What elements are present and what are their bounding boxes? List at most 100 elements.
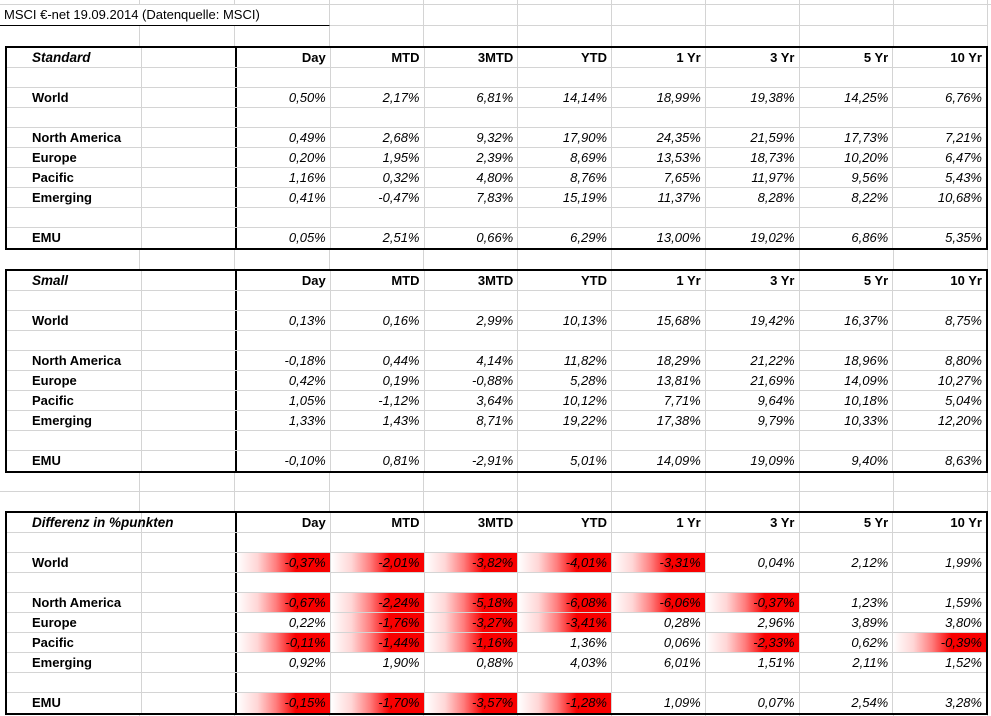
- cell-emerging-mtd[interactable]: -0,47%: [329, 188, 424, 207]
- cell-north-america-5-yr[interactable]: 18,96%: [798, 351, 893, 370]
- cell-emu-3mtd[interactable]: 0,66%: [423, 228, 518, 248]
- cell-emu-3-yr[interactable]: 19,02%: [704, 228, 799, 248]
- cell-emu-mtd[interactable]: -1,70%: [329, 693, 424, 713]
- column-header-day[interactable]: Day: [301, 50, 326, 65]
- cell-pacific-1-yr[interactable]: 0,06%: [611, 633, 705, 652]
- cell-north-america-10-yr[interactable]: 7,21%: [892, 128, 986, 147]
- cell-emerging-mtd[interactable]: 1,43%: [329, 411, 424, 430]
- row-label-north-america[interactable]: North America: [7, 593, 142, 612]
- cell-emerging-day[interactable]: 0,41%: [288, 190, 326, 205]
- cell-emerging-3-yr[interactable]: 9,79%: [704, 411, 799, 430]
- row-label-pacific[interactable]: Pacific: [7, 633, 142, 652]
- cell-emu-ytd[interactable]: 5,01%: [517, 451, 611, 471]
- cell-pacific-1-yr[interactable]: 7,71%: [611, 391, 705, 410]
- row-label-emerging[interactable]: Emerging: [7, 411, 142, 430]
- row-label-emu[interactable]: EMU: [7, 228, 142, 248]
- cell-world-day[interactable]: 0,50%: [288, 90, 326, 105]
- sheet-title[interactable]: MSCI €-net 19.09.2014 (Datenquelle: MSCI…: [0, 5, 330, 26]
- cell-pacific-mtd[interactable]: -1,12%: [329, 391, 424, 410]
- row-label-north-america[interactable]: North America: [7, 351, 142, 370]
- cell-world-day[interactable]: 0,13%: [288, 313, 326, 328]
- cell-europe-5-yr[interactable]: 14,09%: [798, 371, 893, 390]
- cell-emerging-1-yr[interactable]: 11,37%: [611, 188, 705, 207]
- cell-world-3-yr[interactable]: 19,42%: [704, 311, 799, 330]
- section-title-standard[interactable]: Standard: [7, 48, 142, 67]
- row-label-emerging[interactable]: Emerging: [7, 188, 142, 207]
- cell-north-america-ytd[interactable]: 17,90%: [517, 128, 611, 147]
- cell-emerging-ytd[interactable]: 15,19%: [517, 188, 611, 207]
- cell-north-america-ytd[interactable]: -6,08%: [517, 593, 611, 612]
- cell-europe-3mtd[interactable]: -3,27%: [423, 613, 518, 632]
- cell-emerging-3mtd[interactable]: 7,83%: [423, 188, 518, 207]
- cell-world-5-yr[interactable]: 16,37%: [798, 311, 893, 330]
- cell-emu-10-yr[interactable]: 8,63%: [892, 451, 986, 471]
- cell-emu-ytd[interactable]: -1,28%: [517, 693, 611, 713]
- row-label-emu[interactable]: EMU: [7, 693, 142, 713]
- row-label-emu[interactable]: EMU: [7, 451, 142, 471]
- cell-world-10-yr[interactable]: 6,76%: [892, 88, 986, 107]
- column-header-3-yr[interactable]: 3 Yr: [704, 271, 799, 290]
- row-label-world[interactable]: World: [7, 88, 142, 107]
- column-header-3mtd[interactable]: 3MTD: [423, 48, 518, 67]
- cell-europe-3-yr[interactable]: 18,73%: [704, 148, 799, 167]
- cell-emerging-day[interactable]: 0,92%: [288, 655, 326, 670]
- cell-world-3-yr[interactable]: 19,38%: [704, 88, 799, 107]
- cell-europe-mtd[interactable]: -1,76%: [329, 613, 424, 632]
- cell-world-day[interactable]: -0,37%: [237, 553, 330, 572]
- column-header-3mtd[interactable]: 3MTD: [423, 271, 518, 290]
- section-title-differenz-in-punkten[interactable]: Differenz in %punkten: [7, 513, 174, 532]
- cell-europe-3-yr[interactable]: 2,96%: [704, 613, 799, 632]
- cell-europe-day[interactable]: 0,20%: [288, 150, 326, 165]
- cell-north-america-5-yr[interactable]: 17,73%: [798, 128, 893, 147]
- cell-world-3mtd[interactable]: -3,82%: [423, 553, 518, 572]
- column-header-ytd[interactable]: YTD: [517, 513, 611, 532]
- cell-world-5-yr[interactable]: 2,12%: [798, 553, 893, 572]
- cell-world-1-yr[interactable]: -3,31%: [611, 553, 705, 572]
- cell-europe-1-yr[interactable]: 13,81%: [611, 371, 705, 390]
- cell-north-america-day[interactable]: -0,18%: [284, 353, 326, 368]
- cell-emu-1-yr[interactable]: 1,09%: [611, 693, 705, 713]
- cell-pacific-ytd[interactable]: 8,76%: [517, 168, 611, 187]
- cell-emu-3-yr[interactable]: 0,07%: [704, 693, 799, 713]
- cell-north-america-3mtd[interactable]: -5,18%: [423, 593, 518, 612]
- cell-emu-5-yr[interactable]: 9,40%: [798, 451, 893, 471]
- column-header-3-yr[interactable]: 3 Yr: [704, 513, 799, 532]
- cell-emu-1-yr[interactable]: 13,00%: [611, 228, 705, 248]
- cell-emu-day[interactable]: 0,05%: [288, 230, 326, 245]
- row-label-pacific[interactable]: Pacific: [7, 391, 142, 410]
- cell-north-america-1-yr[interactable]: 18,29%: [611, 351, 705, 370]
- cell-emerging-mtd[interactable]: 1,90%: [329, 653, 424, 672]
- cell-emu-mtd[interactable]: 2,51%: [329, 228, 424, 248]
- cell-europe-day[interactable]: 0,42%: [288, 373, 326, 388]
- cell-north-america-3mtd[interactable]: 4,14%: [423, 351, 518, 370]
- cell-pacific-5-yr[interactable]: 9,56%: [798, 168, 893, 187]
- cell-world-10-yr[interactable]: 1,99%: [892, 553, 986, 572]
- cell-world-1-yr[interactable]: 18,99%: [611, 88, 705, 107]
- cell-emu-day[interactable]: -0,15%: [237, 693, 330, 713]
- cell-emerging-3-yr[interactable]: 1,51%: [704, 653, 799, 672]
- cell-emu-ytd[interactable]: 6,29%: [517, 228, 611, 248]
- cell-europe-5-yr[interactable]: 3,89%: [798, 613, 893, 632]
- column-header-day[interactable]: Day: [301, 515, 326, 530]
- cell-emerging-ytd[interactable]: 19,22%: [517, 411, 611, 430]
- cell-world-mtd[interactable]: 2,17%: [329, 88, 424, 107]
- column-header-5-yr[interactable]: 5 Yr: [798, 48, 893, 67]
- cell-north-america-1-yr[interactable]: 24,35%: [611, 128, 705, 147]
- cell-emerging-5-yr[interactable]: 8,22%: [798, 188, 893, 207]
- cell-emerging-1-yr[interactable]: 6,01%: [611, 653, 705, 672]
- cell-emu-mtd[interactable]: 0,81%: [329, 451, 424, 471]
- cell-europe-ytd[interactable]: 5,28%: [517, 371, 611, 390]
- cell-emerging-ytd[interactable]: 4,03%: [517, 653, 611, 672]
- cell-emerging-3mtd[interactable]: 8,71%: [423, 411, 518, 430]
- cell-emu-3mtd[interactable]: -3,57%: [423, 693, 518, 713]
- cell-world-ytd[interactable]: 14,14%: [517, 88, 611, 107]
- cell-europe-3-yr[interactable]: 21,69%: [704, 371, 799, 390]
- cell-emerging-10-yr[interactable]: 10,68%: [892, 188, 986, 207]
- cell-world-3mtd[interactable]: 6,81%: [423, 88, 518, 107]
- cell-north-america-mtd[interactable]: 2,68%: [329, 128, 424, 147]
- cell-north-america-3mtd[interactable]: 9,32%: [423, 128, 518, 147]
- cell-emu-3-yr[interactable]: 19,09%: [704, 451, 799, 471]
- cell-north-america-10-yr[interactable]: 8,80%: [892, 351, 986, 370]
- cell-north-america-day[interactable]: -0,67%: [237, 593, 330, 612]
- column-header-5-yr[interactable]: 5 Yr: [798, 513, 893, 532]
